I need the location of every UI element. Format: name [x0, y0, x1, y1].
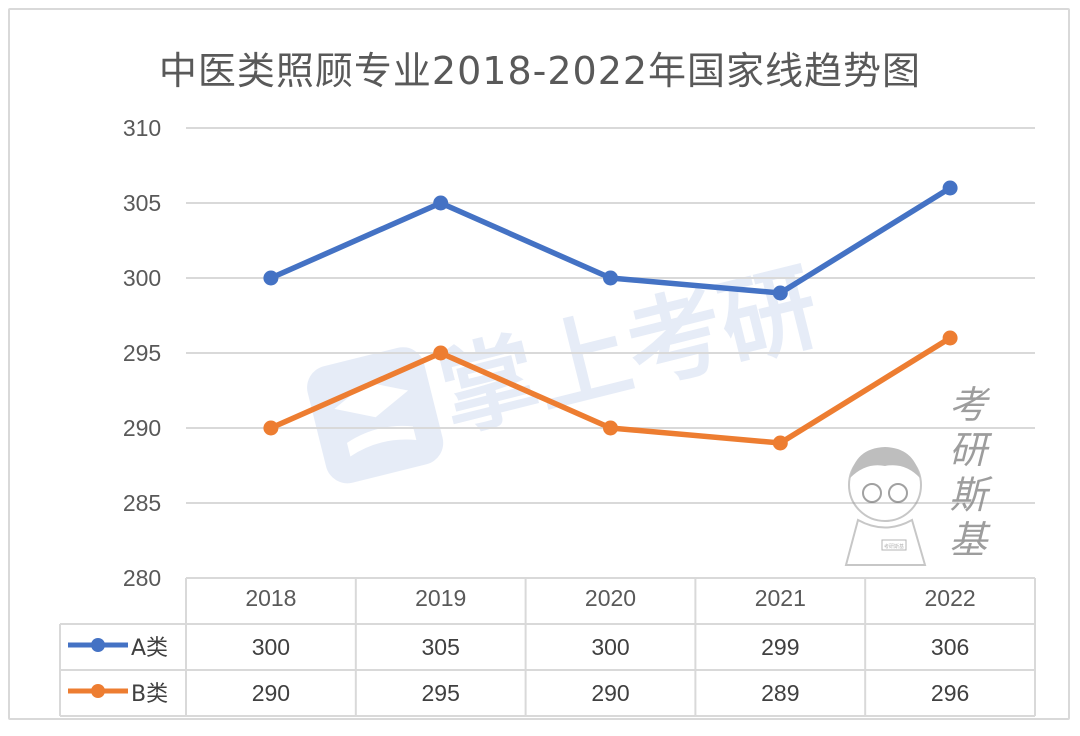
table-value: 289	[761, 680, 799, 706]
y-tick-label: 280	[123, 565, 161, 591]
book-icon	[346, 425, 417, 457]
y-tick-label: 300	[123, 265, 161, 291]
y-tick-label: 285	[123, 490, 161, 516]
watermark-logo-square	[307, 347, 444, 484]
mascot-glasses-right	[888, 483, 908, 503]
data-point	[772, 285, 788, 301]
y-tick-label: 310	[123, 115, 161, 141]
x-category-label: 2022	[925, 585, 976, 611]
chart-title: 中医类照顾专业2018-2022年国家线趋势图	[158, 49, 922, 93]
mascot-badge-text: 考研斯基	[884, 543, 904, 550]
series-lines	[263, 180, 958, 451]
watermark-char: 基	[949, 518, 991, 562]
legend-marker	[91, 684, 105, 698]
data-point	[603, 420, 618, 436]
table-value: 300	[591, 634, 629, 660]
x-category-label: 2019	[415, 585, 466, 611]
mascot-hair	[850, 447, 920, 478]
data-point	[942, 180, 958, 196]
watermark-char: 研	[949, 428, 993, 472]
legend-series-name: A类	[131, 636, 168, 661]
data-point	[433, 195, 449, 211]
watermark-logo: 掌上考研	[307, 250, 829, 484]
data-point	[772, 435, 788, 451]
data-table: 2018 2019 2020 2021 2022 A类 300 305 300 299 306 B类 2…	[59, 577, 1036, 717]
data-point	[433, 345, 449, 361]
data-point	[942, 330, 958, 346]
y-tick-label: 295	[123, 340, 161, 366]
table-value: 299	[761, 634, 799, 660]
mascot-body	[844, 518, 927, 566]
y-tick-label: 290	[123, 415, 161, 441]
table-value: 305	[422, 634, 460, 660]
x-category-label: 2021	[755, 585, 806, 611]
mascot-watermark: 考研斯基	[844, 447, 927, 566]
data-point	[603, 270, 618, 286]
table-value: 306	[931, 634, 969, 660]
table-value: 290	[591, 680, 629, 706]
data-point	[263, 420, 279, 436]
watermark-char: 考	[949, 383, 991, 427]
mascot-glasses-left	[862, 483, 882, 503]
table-value: 290	[252, 680, 290, 706]
legend-marker	[91, 638, 105, 652]
watermark-side-text: 考研斯基	[949, 383, 993, 562]
watermark-char: 斯	[949, 473, 993, 517]
table-value: 295	[422, 680, 460, 706]
x-category-label: 2018	[245, 585, 296, 611]
legend-series-name: B类	[131, 682, 168, 707]
table-value: 296	[931, 680, 969, 706]
y-tick-label: 305	[123, 190, 161, 216]
table-value: 300	[252, 634, 290, 660]
mascot-badge	[881, 539, 907, 551]
graduation-cap-icon	[334, 382, 409, 418]
x-category-label: 2020	[585, 585, 636, 611]
data-point	[263, 270, 279, 286]
y-axis-ticks: 280 285 290 295 300 305 310	[123, 115, 161, 591]
